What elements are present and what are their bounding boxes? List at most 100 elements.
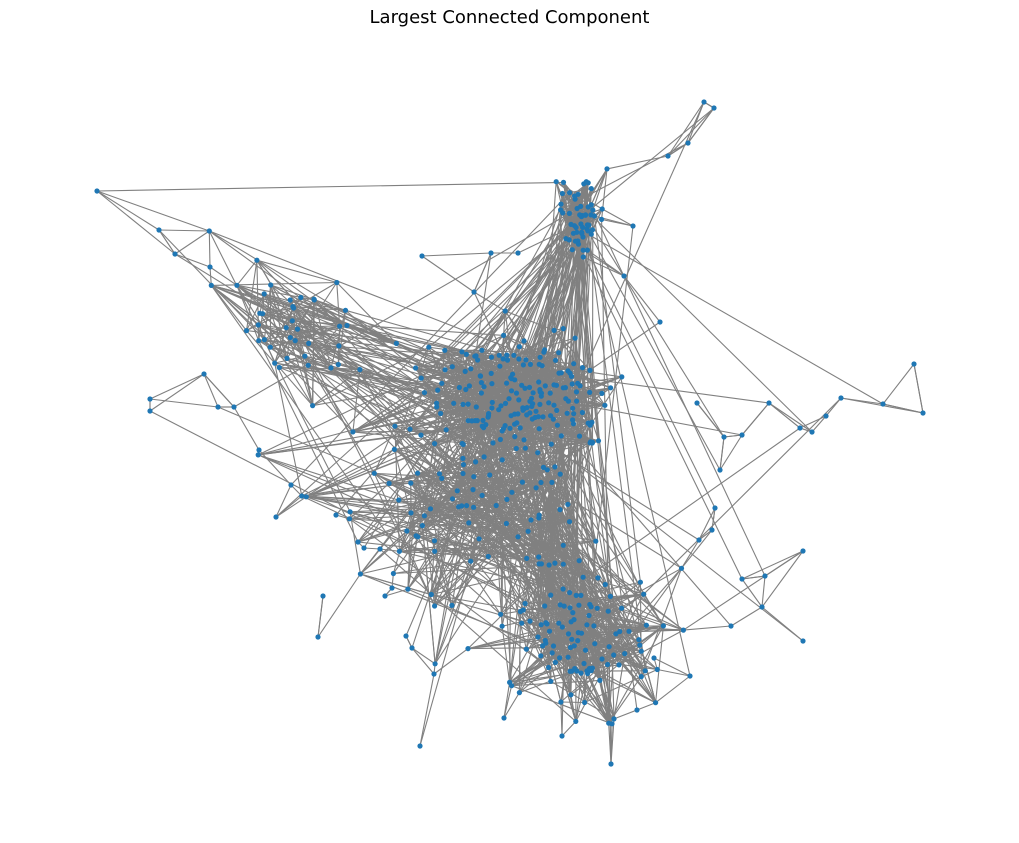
graph-node: [571, 411, 577, 417]
graph-node: [717, 467, 723, 473]
graph-node: [613, 631, 619, 637]
graph-node: [570, 610, 576, 616]
graph-node: [585, 420, 591, 426]
graph-node: [489, 381, 495, 387]
graph-node: [565, 501, 571, 507]
graph-node: [552, 560, 558, 566]
graph-node: [920, 410, 926, 416]
graph-node: [311, 296, 317, 302]
graph-node: [521, 437, 527, 443]
graph-node: [418, 375, 424, 381]
graph-edge: [501, 228, 588, 627]
graph-node: [565, 398, 572, 404]
graph-node: [584, 622, 590, 628]
graph-node: [540, 464, 547, 470]
graph-node: [582, 212, 589, 218]
graph-node: [389, 585, 395, 591]
graph-node: [382, 593, 388, 599]
graph-edge: [608, 625, 664, 724]
graph-edge: [636, 702, 656, 711]
graph-node: [459, 349, 465, 355]
graph-node: [696, 537, 702, 543]
graph-node: [585, 228, 591, 234]
graph-node: [519, 620, 525, 626]
graph-node: [460, 455, 466, 461]
graph-node: [347, 509, 353, 515]
graph-node: [577, 383, 583, 389]
graph-edge: [530, 519, 540, 558]
graph-node: [571, 617, 577, 623]
graph-node: [630, 223, 636, 229]
graph-edge: [698, 507, 716, 541]
graph-node: [570, 405, 576, 411]
graph-edge: [421, 255, 475, 293]
graph-edge: [468, 522, 608, 665]
graph-node: [608, 761, 614, 767]
graph-node: [320, 593, 326, 599]
graph-node: [643, 622, 650, 628]
graph-node: [487, 472, 493, 478]
graph-node: [479, 347, 485, 353]
graph-edge: [517, 536, 621, 632]
graph-node: [551, 382, 557, 388]
graph-node: [551, 402, 557, 408]
graph-node: [284, 355, 290, 361]
graph-node: [442, 347, 448, 353]
graph-edge: [554, 466, 664, 627]
graph-node: [547, 390, 553, 396]
graph-edge: [174, 253, 211, 268]
graph-node: [519, 382, 525, 388]
graph-node: [577, 212, 583, 218]
graph-node: [377, 546, 383, 552]
graph-node: [539, 363, 545, 369]
graph-edge: [723, 434, 743, 438]
graph-edge: [522, 482, 553, 611]
graph-node: [460, 441, 466, 447]
graph-node: [504, 357, 511, 363]
graph-node: [504, 352, 510, 358]
graph-node: [464, 503, 470, 509]
graph-node: [508, 388, 515, 394]
graph-edge: [233, 406, 260, 451]
graph-node: [497, 363, 503, 369]
graph-edge: [840, 397, 884, 405]
graph-edge: [149, 373, 205, 400]
graph-node: [580, 247, 586, 253]
graph-edge: [575, 227, 716, 509]
graph-node: [592, 641, 598, 647]
graph-edge: [468, 411, 537, 524]
graph-node: [557, 507, 563, 513]
graph-node: [654, 666, 660, 673]
graph-node: [350, 429, 356, 435]
graph-node: [579, 230, 585, 237]
graph-edge: [511, 679, 600, 687]
graph-edge: [236, 284, 561, 475]
graph-node: [501, 332, 507, 338]
graph-edge: [681, 529, 713, 569]
graph-edge: [233, 212, 570, 408]
graph-node: [552, 357, 559, 363]
graph-node: [481, 384, 487, 390]
graph-edge: [517, 225, 575, 254]
graph-edge: [96, 190, 176, 255]
graph-node: [403, 633, 409, 639]
graph-edge: [96, 181, 564, 192]
graph-node: [442, 367, 448, 373]
graph-edge: [587, 230, 721, 471]
graph-node: [581, 660, 587, 667]
graph-node: [549, 650, 555, 656]
graph-edge: [535, 487, 664, 627]
graph-node: [417, 743, 423, 749]
graph-edge: [211, 284, 348, 327]
graph-edge: [208, 230, 351, 513]
graph-edge: [417, 536, 453, 606]
graph-edge: [275, 496, 307, 518]
graph-node: [315, 634, 321, 640]
graph-edge: [582, 577, 587, 651]
graph-edge: [307, 364, 570, 523]
graph-node: [256, 447, 262, 453]
graph-edge: [741, 578, 763, 608]
graph-node: [479, 492, 485, 498]
graph-edge: [683, 550, 804, 631]
graph-node: [408, 480, 414, 486]
